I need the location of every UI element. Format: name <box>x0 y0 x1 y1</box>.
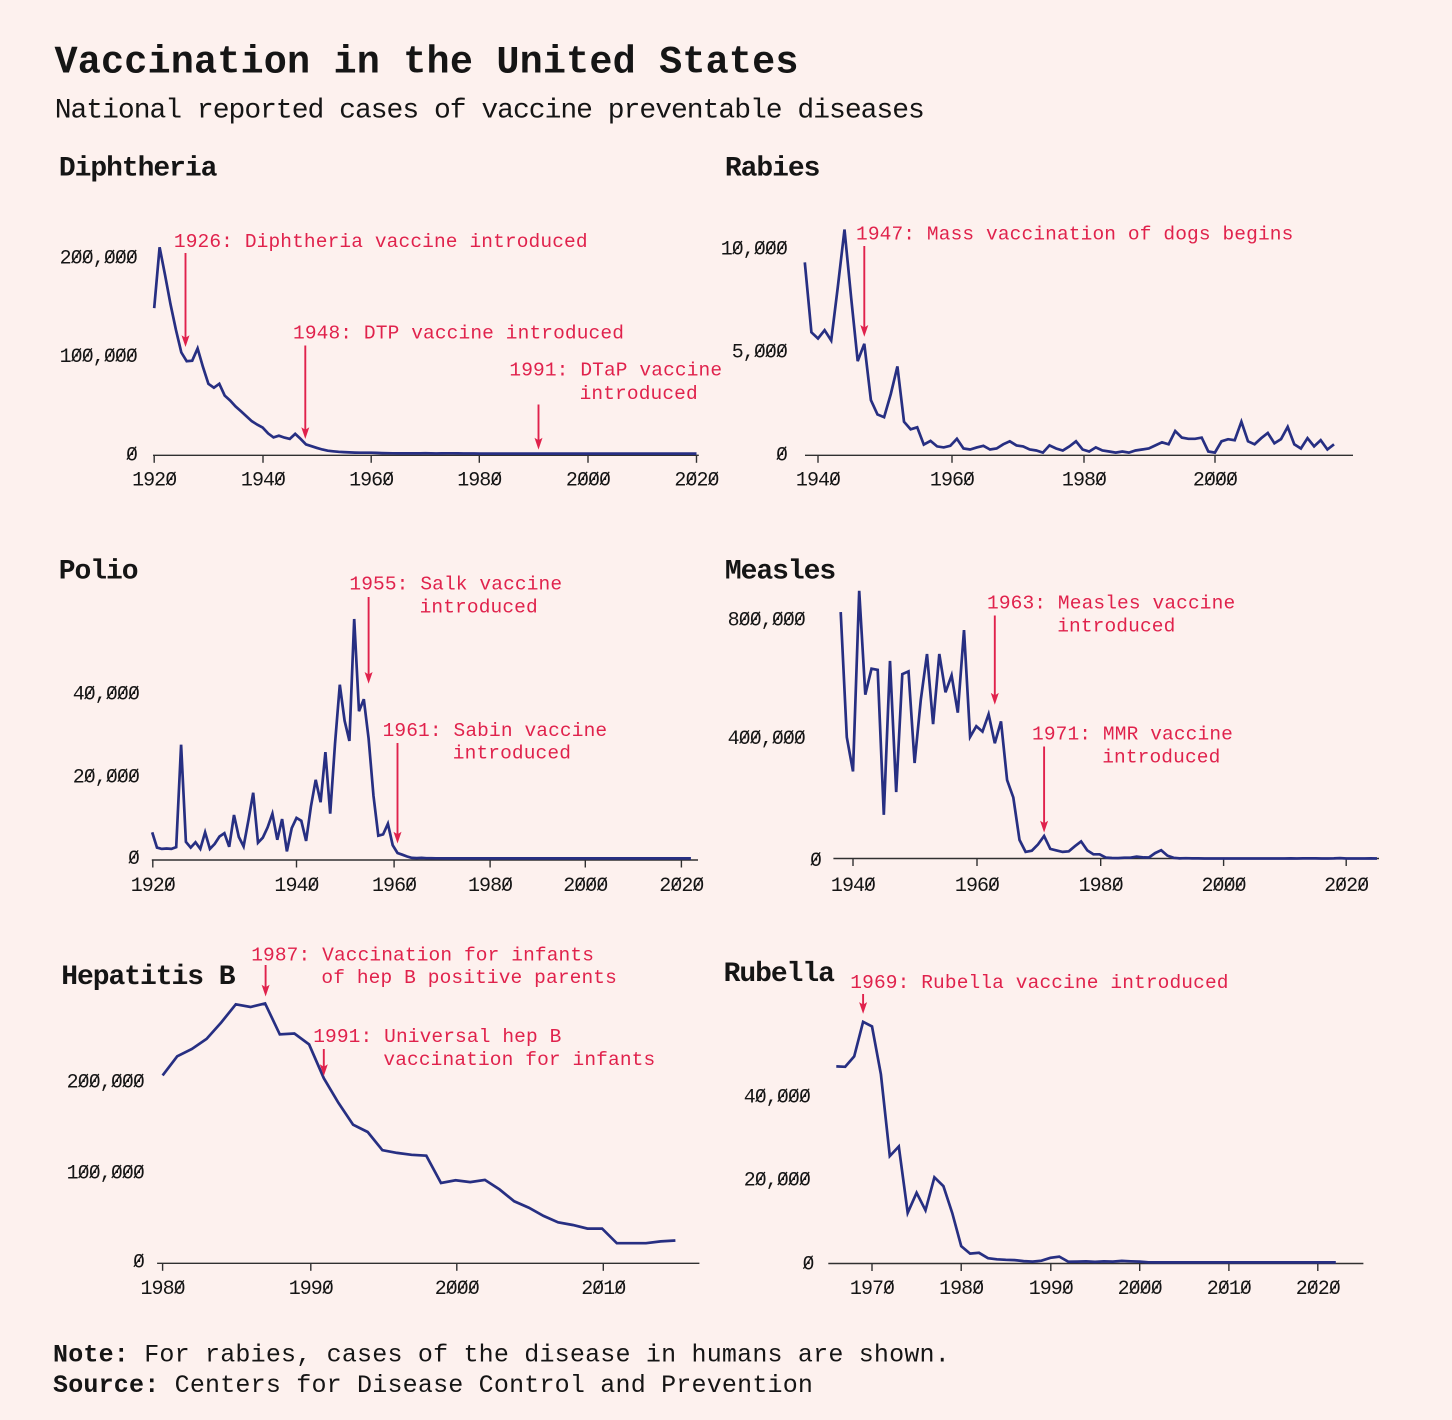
svg-text:2000: 2000 <box>435 1278 479 1301</box>
svg-text:20,000: 20,000 <box>73 766 139 789</box>
svg-text:10,000: 10,000 <box>721 239 787 262</box>
svg-text:1971: MMR vaccine: 1971: MMR vaccine <box>1032 724 1233 746</box>
svg-text:2000: 2000 <box>1118 1278 1162 1301</box>
svg-text:Rubella: Rubella <box>724 959 836 990</box>
svg-text:2020: 2020 <box>1296 1278 1340 1301</box>
svg-text:1980: 1980 <box>1062 470 1106 493</box>
svg-text:1960: 1960 <box>372 875 416 898</box>
svg-text:1940: 1940 <box>831 875 875 898</box>
svg-text:2000: 2000 <box>1193 470 1237 493</box>
svg-text:1969: Rubella vaccine introduc: 1969: Rubella vaccine introduced <box>850 972 1228 994</box>
svg-text:2020: 2020 <box>659 875 703 898</box>
svg-text:1960: 1960 <box>930 470 974 493</box>
svg-text:1990: 1990 <box>289 1278 333 1301</box>
svg-text:introduced: introduced <box>580 383 698 405</box>
svg-text:Source: Centers for Disease Co: Source: Centers for Disease Control and … <box>53 1371 813 1400</box>
svg-text:2000: 2000 <box>1201 875 1245 898</box>
svg-text:2020: 2020 <box>674 470 718 493</box>
svg-text:2010: 2010 <box>1207 1278 1251 1301</box>
svg-text:1920: 1920 <box>131 875 175 898</box>
svg-text:2000: 2000 <box>563 875 607 898</box>
svg-text:1920: 1920 <box>132 470 176 493</box>
svg-text:1980: 1980 <box>1079 875 1123 898</box>
svg-text:0: 0 <box>128 848 139 871</box>
svg-text:introduced: introduced <box>1102 747 1220 769</box>
svg-text:1960: 1960 <box>955 875 999 898</box>
svg-text:100,000: 100,000 <box>67 1163 144 1186</box>
svg-text:1960: 1960 <box>349 470 393 493</box>
svg-text:1940: 1940 <box>796 470 840 493</box>
svg-text:200,000: 200,000 <box>67 1072 144 1095</box>
svg-text:1955: Salk vaccine: 1955: Salk vaccine <box>349 574 562 596</box>
svg-text:1991: DTaP vaccine: 1991: DTaP vaccine <box>509 360 722 382</box>
svg-text:Measles: Measles <box>725 557 836 588</box>
svg-text:introduced: introduced <box>453 743 571 765</box>
svg-text:introduced: introduced <box>1057 616 1175 638</box>
svg-text:100,000: 100,000 <box>60 346 137 369</box>
svg-text:0: 0 <box>810 850 821 873</box>
svg-text:800,000: 800,000 <box>728 610 805 633</box>
svg-text:1948: DTP vaccine introduced: 1948: DTP vaccine introduced <box>293 322 624 344</box>
svg-text:2020: 2020 <box>1324 875 1368 898</box>
svg-text:1991: Universal hep B: 1991: Universal hep B <box>313 1026 561 1048</box>
svg-text:0: 0 <box>802 1253 813 1276</box>
svg-text:40,000: 40,000 <box>744 1086 810 1109</box>
svg-text:1987: Vaccination for infants: 1987: Vaccination for infants <box>251 945 594 967</box>
svg-text:1940: 1940 <box>274 875 318 898</box>
svg-text:vaccination for infants: vaccination for infants <box>383 1049 655 1071</box>
svg-text:0: 0 <box>133 1252 144 1275</box>
svg-text:1980: 1980 <box>457 470 501 493</box>
svg-text:of hep B positive parents: of hep B positive parents <box>321 967 617 989</box>
svg-text:2000: 2000 <box>566 470 610 493</box>
svg-text:1947: Mass vaccination of dogs: 1947: Mass vaccination of dogs begins <box>856 223 1293 245</box>
svg-text:20,000: 20,000 <box>744 1170 810 1193</box>
svg-text:40,000: 40,000 <box>73 684 139 707</box>
svg-text:5,000: 5,000 <box>732 342 787 365</box>
svg-text:0: 0 <box>126 444 137 467</box>
svg-text:1990: 1990 <box>1029 1278 1073 1301</box>
svg-text:Note: For rabies, cases of the: Note: For rabies, cases of the disease i… <box>53 1341 950 1370</box>
svg-text:introduced: introduced <box>420 596 538 618</box>
svg-text:Vaccination in the United Stat: Vaccination in the United States <box>55 40 799 84</box>
svg-text:400,000: 400,000 <box>728 728 805 751</box>
svg-text:Rabies: Rabies <box>725 154 820 185</box>
svg-text:Diphtheria: Diphtheria <box>59 154 218 185</box>
svg-text:1926: Diphtheria vaccine intro: 1926: Diphtheria vaccine introduced <box>174 231 588 253</box>
svg-text:2010: 2010 <box>581 1278 625 1301</box>
svg-text:1970: 1970 <box>850 1278 894 1301</box>
svg-text:1980: 1980 <box>939 1278 983 1301</box>
svg-text:0: 0 <box>776 444 787 467</box>
svg-text:Polio: Polio <box>59 557 138 588</box>
svg-text:1940: 1940 <box>241 470 285 493</box>
svg-text:National reported cases of vac: National reported cases of vaccine preve… <box>55 96 924 127</box>
svg-text:1961: Sabin vaccine: 1961: Sabin vaccine <box>383 720 608 742</box>
svg-text:200,000: 200,000 <box>60 248 137 271</box>
svg-text:Hepatitis B: Hepatitis B <box>61 962 236 993</box>
svg-text:1963: Measles vaccine: 1963: Measles vaccine <box>987 593 1235 615</box>
svg-text:1980: 1980 <box>468 875 512 898</box>
svg-text:1980: 1980 <box>140 1278 184 1301</box>
